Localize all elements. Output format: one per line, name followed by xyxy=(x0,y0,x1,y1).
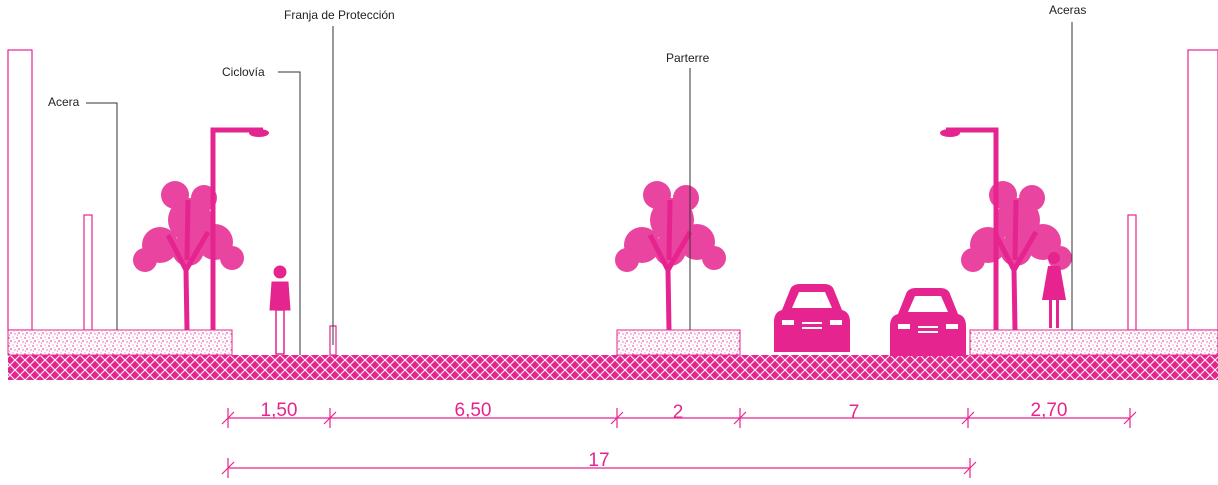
car xyxy=(774,284,850,352)
sidewalk xyxy=(7,329,233,356)
total-label: 17 xyxy=(588,450,609,471)
tree xyxy=(133,181,244,330)
dimension-label: 2,70 xyxy=(1031,400,1068,421)
dimension-label: 1,50 xyxy=(261,400,298,421)
post xyxy=(83,214,93,331)
post xyxy=(1127,214,1137,331)
label: Parterre xyxy=(666,51,710,65)
cyclist xyxy=(269,265,291,355)
label: Acera xyxy=(48,95,80,109)
total-dimension-line xyxy=(221,458,977,478)
tree xyxy=(615,181,726,330)
car xyxy=(890,288,966,356)
pedestrian xyxy=(1042,252,1066,328)
label: Aceras xyxy=(1049,3,1086,17)
dimension-label: 6,50 xyxy=(455,400,492,421)
dimension-label: 7 xyxy=(849,402,860,423)
label: Franja de Protección xyxy=(284,8,395,22)
leader xyxy=(86,102,118,330)
dimension-line xyxy=(221,408,1137,428)
median xyxy=(616,329,741,356)
building xyxy=(7,49,33,331)
leader xyxy=(278,71,301,355)
label: Ciclovía xyxy=(222,65,265,79)
ground xyxy=(8,355,1218,380)
sidewalk xyxy=(969,329,1218,356)
building xyxy=(1187,49,1218,331)
dimension-label: 2 xyxy=(673,402,684,423)
